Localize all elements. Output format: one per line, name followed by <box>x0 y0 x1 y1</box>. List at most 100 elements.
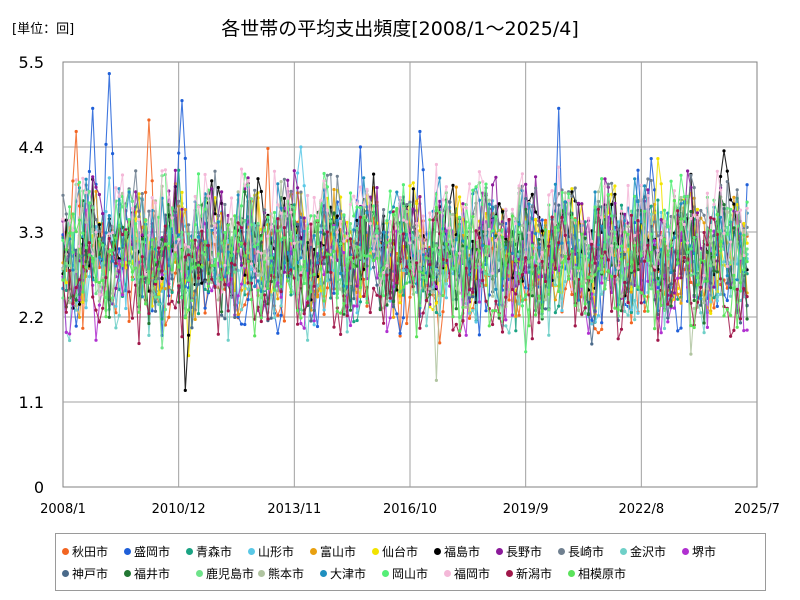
data-point <box>94 308 98 312</box>
data-point <box>431 285 435 289</box>
legend-label: 富山市 <box>320 545 357 559</box>
data-point <box>101 212 105 216</box>
x-tick-label: 2016/10 <box>383 502 437 517</box>
data-point <box>246 259 250 264</box>
data-point <box>71 228 75 232</box>
y-tick-label: 1.1 <box>19 393 44 412</box>
legend-label: 仙台市 <box>382 545 419 559</box>
data-point <box>444 296 448 300</box>
data-point <box>391 213 396 217</box>
data-point <box>408 200 412 204</box>
data-point <box>319 230 323 234</box>
data-point <box>484 283 488 287</box>
legend-item: 鹿児島市 <box>196 565 254 582</box>
data-point <box>309 274 313 278</box>
data-point <box>729 313 733 317</box>
data-point <box>382 294 386 298</box>
data-point <box>610 181 614 185</box>
data-point <box>553 225 558 229</box>
data-point <box>137 192 141 196</box>
data-point <box>600 254 604 258</box>
data-point <box>702 221 706 225</box>
data-point <box>600 281 604 285</box>
data-point <box>160 302 164 306</box>
data-point <box>517 272 521 276</box>
data-point <box>530 192 534 196</box>
data-point <box>190 239 194 243</box>
data-point <box>540 315 544 319</box>
data-point <box>81 176 85 180</box>
data-point <box>461 247 465 251</box>
data-point <box>732 217 736 221</box>
data-point <box>623 230 627 234</box>
data-point <box>213 196 217 200</box>
data-point <box>187 308 191 312</box>
data-point <box>709 311 713 315</box>
data-point <box>411 276 415 280</box>
data-point <box>557 106 561 110</box>
data-point <box>471 295 475 299</box>
legend-marker <box>124 548 131 555</box>
data-point <box>586 312 591 317</box>
data-point <box>494 299 498 303</box>
legend-label: 青森市 <box>196 545 233 559</box>
data-point <box>173 253 177 257</box>
data-point <box>550 260 554 264</box>
data-point <box>296 222 300 226</box>
data-point <box>484 299 488 303</box>
data-point <box>382 208 386 212</box>
data-point <box>216 214 220 218</box>
data-point <box>249 267 253 272</box>
data-point <box>378 273 382 277</box>
data-point <box>246 179 250 183</box>
data-point <box>401 183 405 187</box>
data-point <box>633 318 637 322</box>
data-point <box>322 255 326 259</box>
data-point <box>200 265 204 269</box>
data-point <box>692 236 696 240</box>
data-point <box>689 247 693 251</box>
data-point <box>738 281 743 285</box>
data-point <box>471 188 475 192</box>
data-point <box>173 210 177 214</box>
data-point <box>263 208 267 212</box>
data-point <box>276 313 280 317</box>
data-point <box>500 277 505 281</box>
data-point <box>702 321 706 325</box>
data-point <box>348 202 353 207</box>
data-point <box>140 192 144 196</box>
data-point <box>97 229 101 234</box>
data-point <box>742 287 746 291</box>
data-point <box>388 189 392 193</box>
data-point <box>534 313 538 317</box>
data-point <box>487 202 491 206</box>
data-point <box>563 233 567 237</box>
data-point <box>111 231 115 235</box>
data-point <box>570 292 574 297</box>
data-point <box>84 220 88 224</box>
legend-item: 新潟市 <box>506 565 552 582</box>
legend-label: 福岡市 <box>454 567 491 581</box>
data-point <box>382 230 386 234</box>
data-point <box>560 241 564 245</box>
data-point <box>71 250 75 254</box>
data-point <box>649 212 653 216</box>
data-point <box>196 263 201 267</box>
data-point <box>451 183 455 187</box>
y-tick-label: 4.4 <box>19 138 44 157</box>
data-point <box>127 190 131 194</box>
data-point <box>646 259 650 263</box>
data-point <box>325 173 329 177</box>
data-point <box>596 314 601 318</box>
data-point <box>111 296 115 300</box>
data-point <box>557 241 561 245</box>
legend-label: 堺市 <box>692 545 717 559</box>
data-point <box>517 230 521 234</box>
data-point <box>107 72 111 76</box>
data-point <box>725 180 729 184</box>
data-point <box>173 271 177 275</box>
data-point <box>560 215 564 219</box>
data-point <box>494 238 498 243</box>
data-point <box>540 236 544 240</box>
data-point <box>411 207 415 211</box>
